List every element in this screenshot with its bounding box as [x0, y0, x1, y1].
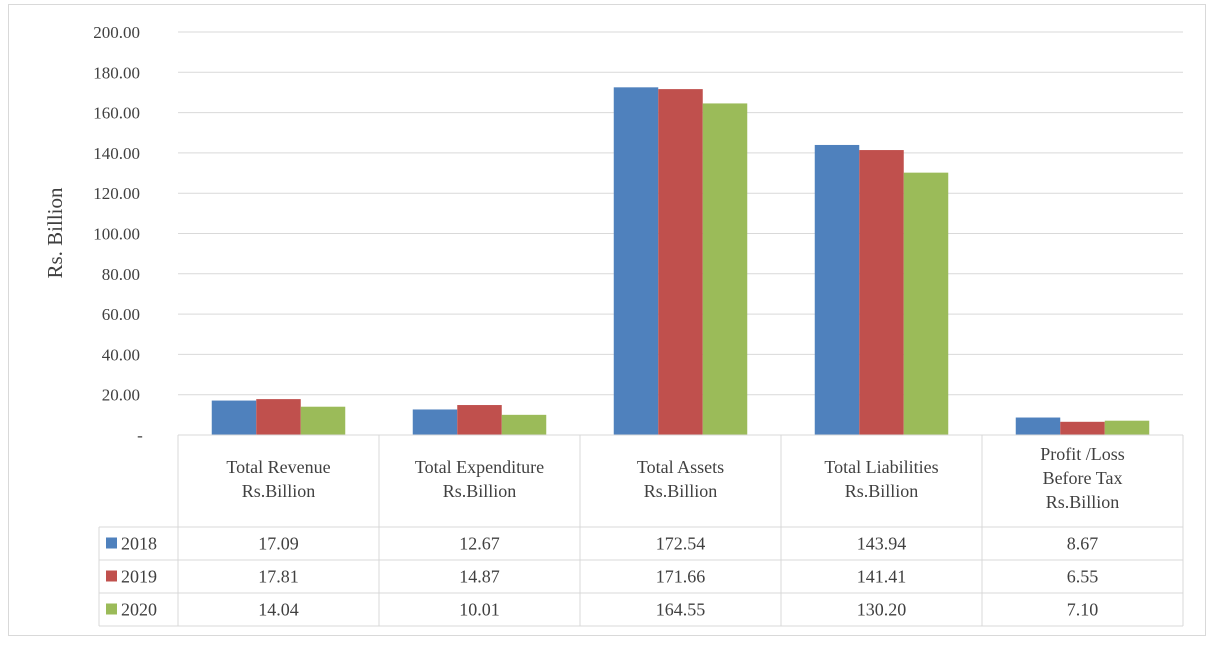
- bar-2019-0: [256, 399, 301, 435]
- category-label: Before Tax: [1043, 468, 1123, 488]
- bar-2019-3: [859, 150, 904, 435]
- legend-swatch-2018: [106, 537, 117, 549]
- data-table-value: 141.41: [857, 567, 907, 587]
- data-table-value: 17.81: [258, 567, 299, 587]
- category-label: Rs.Billion: [1046, 492, 1120, 512]
- data-table-value: 172.54: [656, 534, 706, 554]
- category-label: Rs.Billion: [644, 481, 718, 501]
- bar-2018-3: [814, 144, 860, 435]
- legend-label-2020: 2020: [121, 600, 157, 620]
- y-tick-label: 80.00: [102, 265, 140, 284]
- bar-2018-1: [412, 409, 458, 435]
- y-tick-label: 180.00: [93, 63, 140, 82]
- y-tick-label: 20.00: [102, 386, 140, 405]
- bar-2020-0: [300, 406, 346, 435]
- data-table-value: 12.67: [459, 534, 500, 554]
- y-tick-label: 100.00: [93, 225, 140, 244]
- bar-2019-4: [1060, 421, 1105, 435]
- legend-swatch-2019: [106, 570, 117, 582]
- category-label: Rs.Billion: [845, 481, 919, 501]
- y-tick-label: 160.00: [93, 104, 140, 123]
- data-table-value: 7.10: [1067, 600, 1099, 620]
- y-tick-label: 60.00: [102, 305, 140, 324]
- bar-2018-4: [1015, 417, 1061, 435]
- category-label: Total Liabilities: [824, 457, 938, 477]
- bar-2020-2: [702, 103, 748, 436]
- bar-2019-2: [658, 89, 703, 436]
- bar-2020-1: [501, 414, 547, 435]
- data-table-value: 14.87: [459, 567, 500, 587]
- y-tick-label: 40.00: [102, 345, 140, 364]
- data-table-value: 8.67: [1067, 534, 1099, 554]
- category-label: Rs.Billion: [242, 481, 316, 501]
- category-label: Total Expenditure: [415, 457, 544, 477]
- data-table-value: 143.94: [857, 534, 907, 554]
- data-table-value: 171.66: [656, 567, 706, 587]
- legend-swatch-2020: [106, 603, 117, 615]
- data-table-value: 6.55: [1067, 567, 1099, 587]
- category-label: Rs.Billion: [443, 481, 517, 501]
- category-label: Total Assets: [637, 457, 724, 477]
- y-tick-label: 140.00: [93, 144, 140, 163]
- category-label: Profit /Loss: [1040, 444, 1125, 464]
- y-tick-label: 120.00: [93, 184, 140, 203]
- chart-frame: [8, 4, 1206, 636]
- bar-2018-0: [211, 400, 257, 435]
- bar-2020-3: [903, 172, 949, 435]
- data-table-value: 17.09: [258, 534, 299, 554]
- data-table-value: 130.20: [857, 600, 907, 620]
- category-label: Total Revenue: [226, 457, 330, 477]
- legend-label-2019: 2019: [121, 567, 157, 587]
- legend-label-2018: 2018: [121, 534, 157, 554]
- bar-2018-2: [613, 87, 659, 435]
- y-tick-label: 200.00: [93, 23, 140, 42]
- data-table-value: 10.01: [459, 600, 500, 620]
- y-tick-label: -: [137, 426, 143, 445]
- bar-2020-4: [1104, 420, 1150, 435]
- bar-2019-1: [457, 405, 502, 435]
- data-table-value: 164.55: [656, 600, 706, 620]
- y-axis-label: Rs. Billion: [43, 187, 67, 279]
- data-table-value: 14.04: [258, 600, 299, 620]
